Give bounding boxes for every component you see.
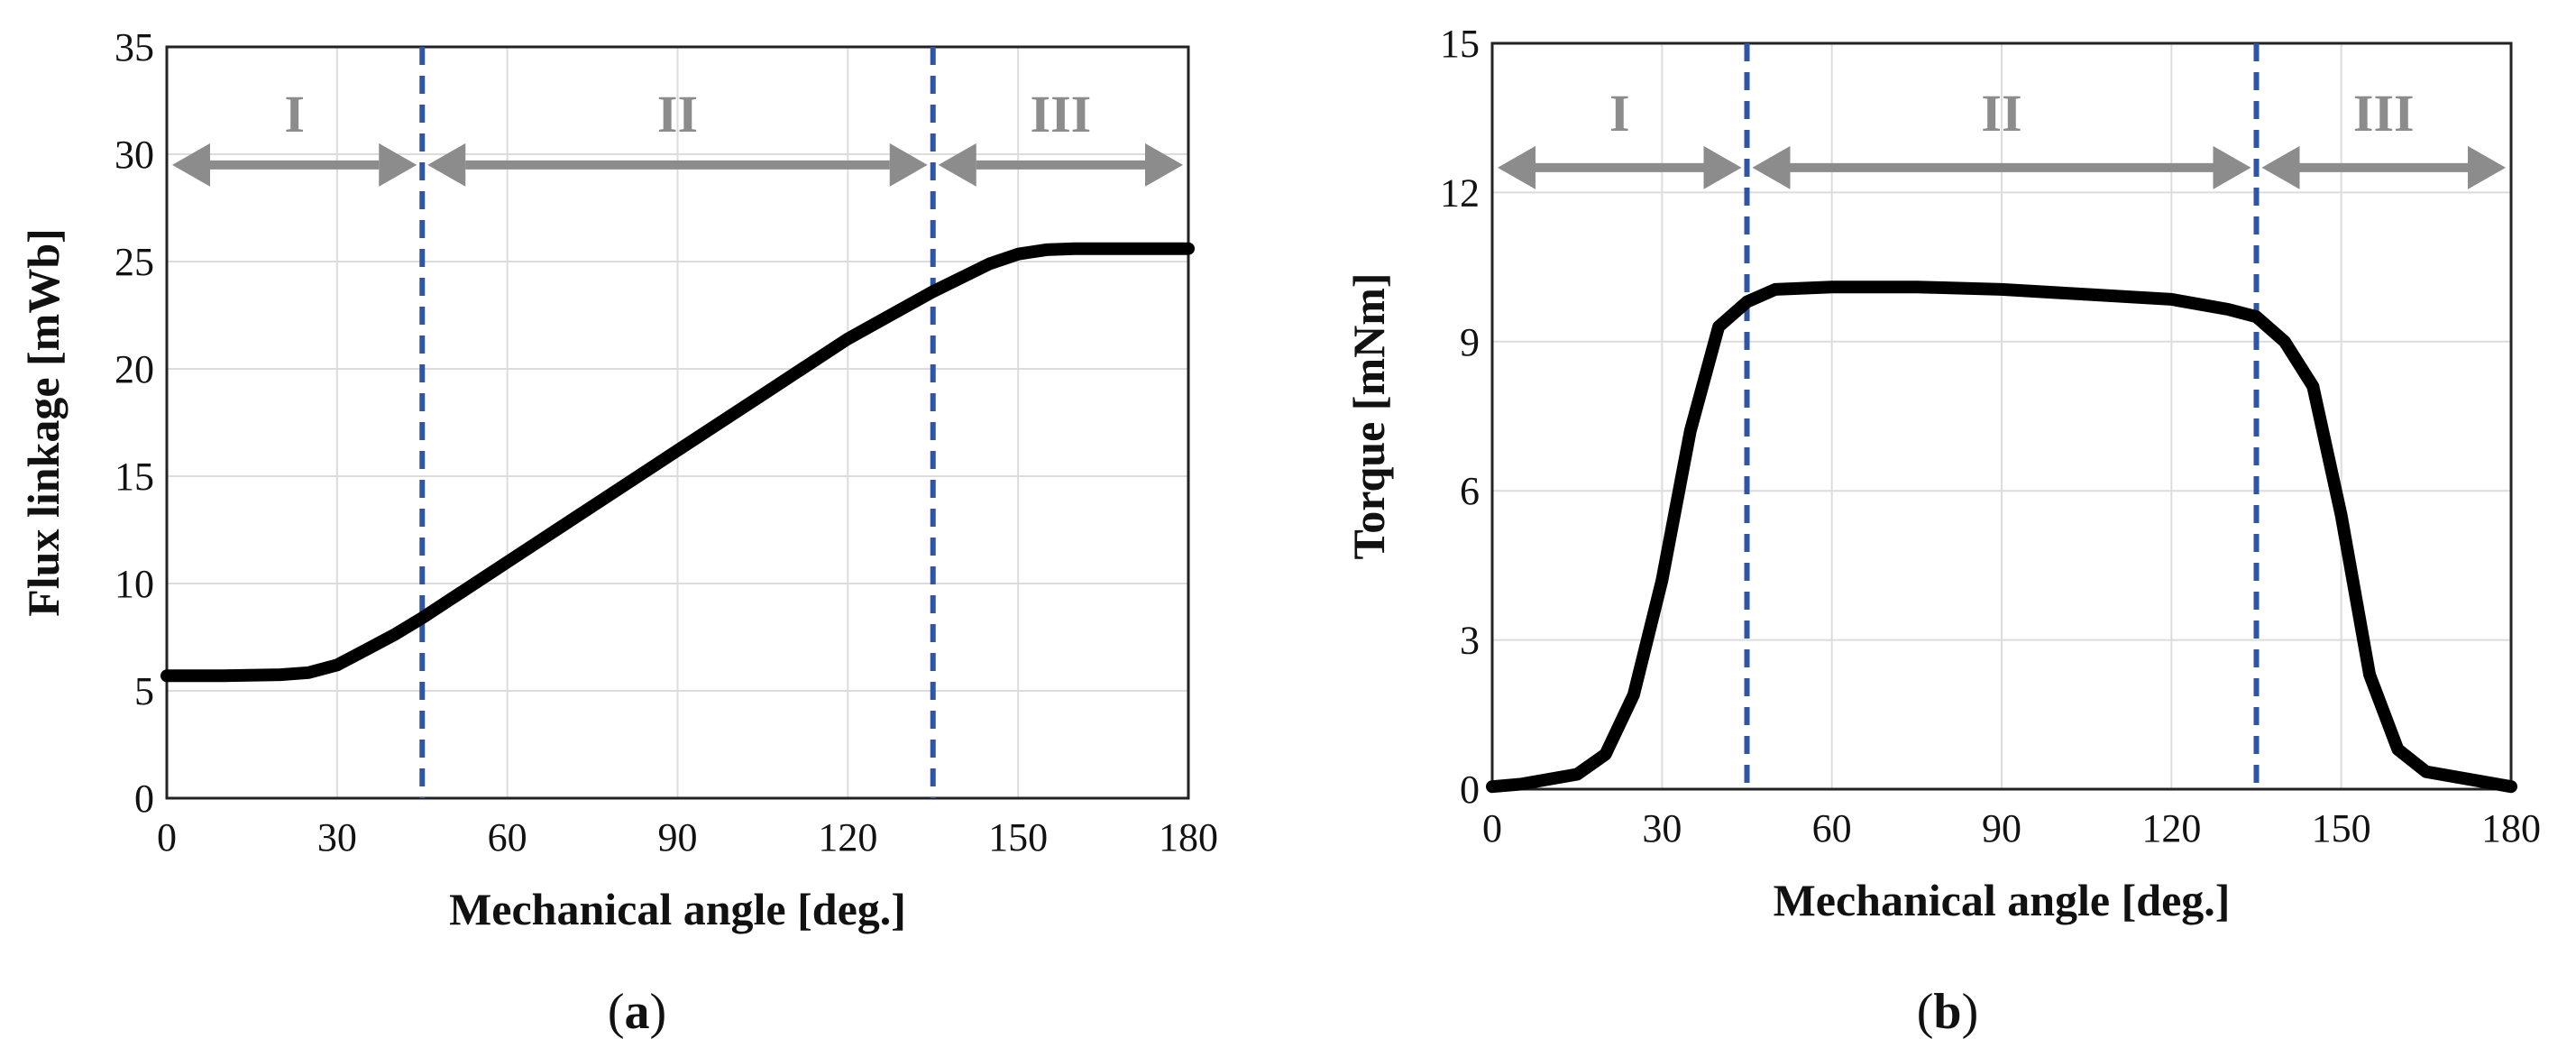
panel-a-flux-linkage-curve [160,242,1195,683]
region-arrow-head-left [1752,145,1791,189]
region-label: I [284,85,305,143]
panel-b-torque-curve [1486,280,2517,794]
region-arrow-head-left [938,142,976,187]
x-tick-label: 180 [2481,806,2541,850]
panel-b-plot-frame [1490,41,2513,791]
y-tick-label: 5 [134,669,154,713]
x-tick-label: 150 [2312,806,2371,850]
panel-a-x-axis-label: Mechanical angle [deg.] [449,884,906,934]
x-tick-label: 30 [1642,806,1682,850]
x-tick-label: 150 [988,815,1048,860]
x-tick-label: 180 [1159,815,1218,860]
panel-a-x-tick-labels: 0 30 60 90 120 150 180 [157,815,1218,860]
x-tick-label: 60 [488,815,527,860]
region-label: I [1609,84,1630,142]
x-tick-label: 120 [2141,806,2201,850]
x-tick-label: 90 [1982,806,2021,850]
y-tick-label: 0 [1460,768,1480,812]
y-tick-label: 0 [134,777,154,821]
region-arrow-head-right [1145,142,1183,187]
x-tick-label: 30 [317,815,357,860]
panel-b-region-boundaries [1744,43,2260,789]
panel-a-y-tick-labels: 0 5 10 15 20 25 30 35 [115,25,154,821]
panel-a-plot-frame [165,45,1190,800]
panel-b-y-axis-label: Torque [mNm] [1343,272,1394,559]
region-arrow-head-right [2213,145,2251,189]
y-tick-label: 35 [115,25,154,69]
region-label: III [1031,85,1092,143]
region-label: II [657,85,698,143]
panel-a-gridlines [166,46,1189,799]
y-tick-label: 3 [1460,619,1480,663]
panel-a-region-boundaries [419,47,936,798]
y-tick-label: 9 [1460,320,1480,364]
region-arrow-head-left [1498,145,1536,189]
x-tick-label: 0 [1482,806,1502,850]
region-label: II [1981,84,2021,142]
region-label: III [2353,84,2415,142]
panel-a-caption: (a) [608,984,666,1040]
region-arrow-head-left [427,142,466,187]
x-tick-label: 0 [157,815,177,860]
panel-a-region-annotations: I II III [172,85,1183,187]
y-tick-label: 15 [1440,22,1480,66]
y-tick-label: 6 [1460,469,1480,513]
y-tick-label: 10 [115,562,154,606]
panel-a-y-axis-label: Flux linkage [mWb] [18,228,69,617]
region-arrow-head-right [889,142,928,187]
panel-b-caption-letter: b [1933,984,1961,1040]
panel-b-gridlines [1491,42,2512,790]
region-arrow-head-left [2261,145,2300,189]
y-tick-label: 15 [115,455,154,499]
y-tick-label: 20 [115,347,154,391]
x-tick-label: 60 [1812,806,1852,850]
panel-a-caption-letter: a [625,984,650,1040]
panel-b-region-annotations: I II III [1498,84,2506,189]
region-arrow-head-right [2468,145,2506,189]
region-arrow-head-right [1703,145,1742,189]
y-tick-label: 30 [115,133,154,177]
region-arrow-head-left [172,142,210,187]
panel-b-caption: (b) [1917,984,1978,1040]
y-tick-label: 12 [1440,170,1480,215]
y-tick-label: 25 [115,240,154,284]
panel-b-x-axis-label: Mechanical angle [deg.] [1774,875,2231,925]
x-tick-label: 90 [658,815,698,860]
x-tick-label: 120 [818,815,877,860]
region-arrow-head-right [379,142,417,187]
panel-b-x-tick-labels: 0 30 60 90 120 150 180 [1482,806,2541,850]
panel-b-y-tick-labels: 0 3 6 9 12 15 [1440,22,1480,812]
